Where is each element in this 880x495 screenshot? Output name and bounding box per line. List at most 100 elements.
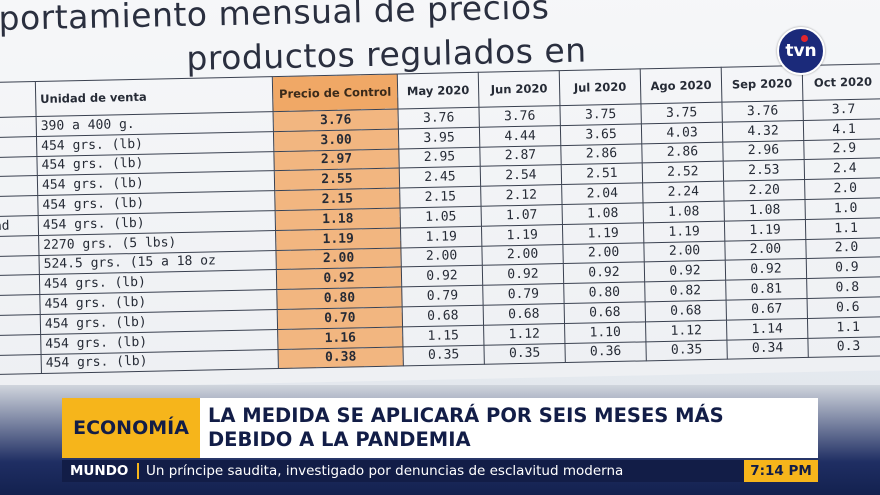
logo-dot-icon (801, 35, 808, 42)
month-price-cell: 2.12 (480, 184, 563, 207)
control-price-cell: 3.00 (273, 128, 399, 152)
document-title-line2: productos regulados en (185, 30, 587, 78)
month-price-cell: 0.9 (806, 257, 880, 279)
control-price-cell: 0.80 (276, 287, 403, 310)
price-table: Unidad de venta Precio de Control May 20… (0, 63, 880, 375)
month-price-cell: 1.19 (643, 220, 725, 243)
month-price-cell: 0.92 (401, 265, 483, 288)
month-price-cell: 4.03 (641, 121, 723, 144)
ticker-label: MUNDO (70, 463, 129, 479)
product-cell (0, 294, 41, 316)
month-price-cell: 1.12 (645, 319, 727, 342)
month-price-cell: 3.95 (398, 127, 480, 149)
month-price-cell: 3.76 (721, 100, 804, 122)
month-price-cell: 2.24 (642, 181, 724, 203)
header-month: Jul 2020 (559, 68, 641, 106)
month-price-cell: 0.92 (644, 260, 726, 283)
product-cell (0, 314, 41, 336)
month-price-cell: 0.3 (807, 336, 880, 358)
control-price-cell: 2.15 (274, 188, 401, 211)
month-price-cell: 2.00 (643, 240, 726, 263)
month-price-cell: 1.19 (400, 226, 482, 248)
header-control-price: Precio de Control (272, 73, 398, 112)
product-cell (0, 175, 38, 197)
tvn-logo: tvn (777, 27, 825, 75)
header-month: May 2020 (397, 72, 479, 109)
month-price-cell: 0.36 (564, 341, 647, 363)
month-price-cell: 1.07 (481, 204, 563, 227)
control-price-cell: 1.19 (275, 227, 401, 251)
product-cell (0, 354, 42, 375)
month-price-cell: 3.76 (478, 105, 561, 128)
month-price-cell: 2.51 (561, 163, 643, 185)
month-price-cell: 0.79 (482, 283, 565, 306)
unit-cell: 454 grs. (lb) (41, 349, 279, 374)
month-price-cell: 0.8 (806, 276, 880, 299)
month-price-cell: 1.05 (400, 206, 482, 228)
section-tag: ECONOMÍA (62, 398, 200, 458)
month-price-cell: 3.7 (802, 98, 880, 121)
product-cell: ad (0, 215, 39, 237)
month-price-cell: 2.86 (560, 143, 643, 165)
header-unit: Unidad de venta (35, 76, 274, 117)
product-cell (0, 235, 39, 257)
price-document: portamiento mensual de precios productos… (0, 0, 880, 389)
month-price-cell: 2.9 (803, 138, 880, 160)
month-price-cell: 1.12 (483, 323, 565, 345)
month-price-cell: 1.08 (562, 202, 644, 225)
product-cell (0, 195, 39, 217)
month-price-cell: 2.00 (481, 244, 564, 266)
control-price-cell: 3.76 (273, 108, 399, 132)
document-title-line1: portamiento mensual de precios (0, 0, 550, 38)
control-price-cell: 1.16 (277, 326, 403, 350)
header-product (0, 81, 37, 118)
month-price-cell: 2.52 (642, 161, 724, 184)
month-price-cell: 1.08 (643, 201, 725, 223)
control-price-cell: 2.97 (273, 148, 400, 171)
product-cell (0, 334, 42, 356)
month-price-cell: 2.87 (479, 145, 562, 167)
month-price-cell: 0.68 (645, 300, 727, 322)
ticker-text: Un príncipe saudita, investigado por den… (146, 463, 624, 479)
month-price-cell: 0.35 (483, 343, 566, 365)
month-price-cell: 2.95 (398, 146, 481, 169)
month-price-cell: 2.54 (480, 164, 562, 187)
header-month: Ago 2020 (640, 67, 722, 104)
logo-text: tvn (785, 41, 817, 61)
month-price-cell: 2.00 (400, 245, 483, 268)
header-month: Jun 2020 (478, 70, 560, 108)
month-price-cell: 0.81 (725, 278, 808, 301)
month-price-cell: 4.44 (479, 125, 561, 147)
product-cell (0, 156, 38, 177)
month-price-cell: 1.14 (726, 318, 808, 340)
month-price-cell: 2.0 (804, 177, 880, 200)
month-price-cell: 0.34 (726, 338, 809, 360)
product-cell (0, 255, 40, 276)
month-price-cell: 1.15 (402, 325, 484, 347)
month-price-cell: 1.19 (481, 224, 563, 246)
month-price-cell: 0.68 (483, 303, 565, 326)
control-price-cell: 1.18 (275, 207, 401, 231)
month-price-cell: 1.08 (723, 199, 806, 221)
month-price-cell: 0.92 (725, 258, 807, 281)
product-cell: o (0, 136, 37, 158)
month-price-cell: 0.82 (644, 280, 727, 302)
control-price-cell: 2.55 (274, 168, 400, 191)
month-price-cell: 3.76 (397, 107, 480, 129)
month-price-cell: 2.53 (723, 159, 805, 182)
month-price-cell: 0.80 (563, 282, 646, 304)
month-price-cell: 4.32 (722, 120, 804, 142)
product-cell (0, 274, 40, 296)
month-price-cell: 1.19 (724, 219, 806, 241)
month-price-cell: 0.35 (402, 344, 485, 367)
month-price-cell: 3.65 (560, 123, 642, 146)
month-price-cell: 0.68 (564, 301, 646, 324)
month-price-cell: 1.19 (562, 222, 644, 245)
month-price-cell: 0.68 (402, 305, 484, 327)
month-price-cell: 1.0 (804, 197, 880, 220)
month-price-cell: 2.86 (641, 141, 724, 164)
headline: LA MEDIDA SE APLICARÁ POR SEIS MESES MÁS… (208, 404, 808, 452)
month-price-cell: 0.6 (807, 296, 880, 319)
month-price-cell: 4.1 (803, 118, 880, 141)
